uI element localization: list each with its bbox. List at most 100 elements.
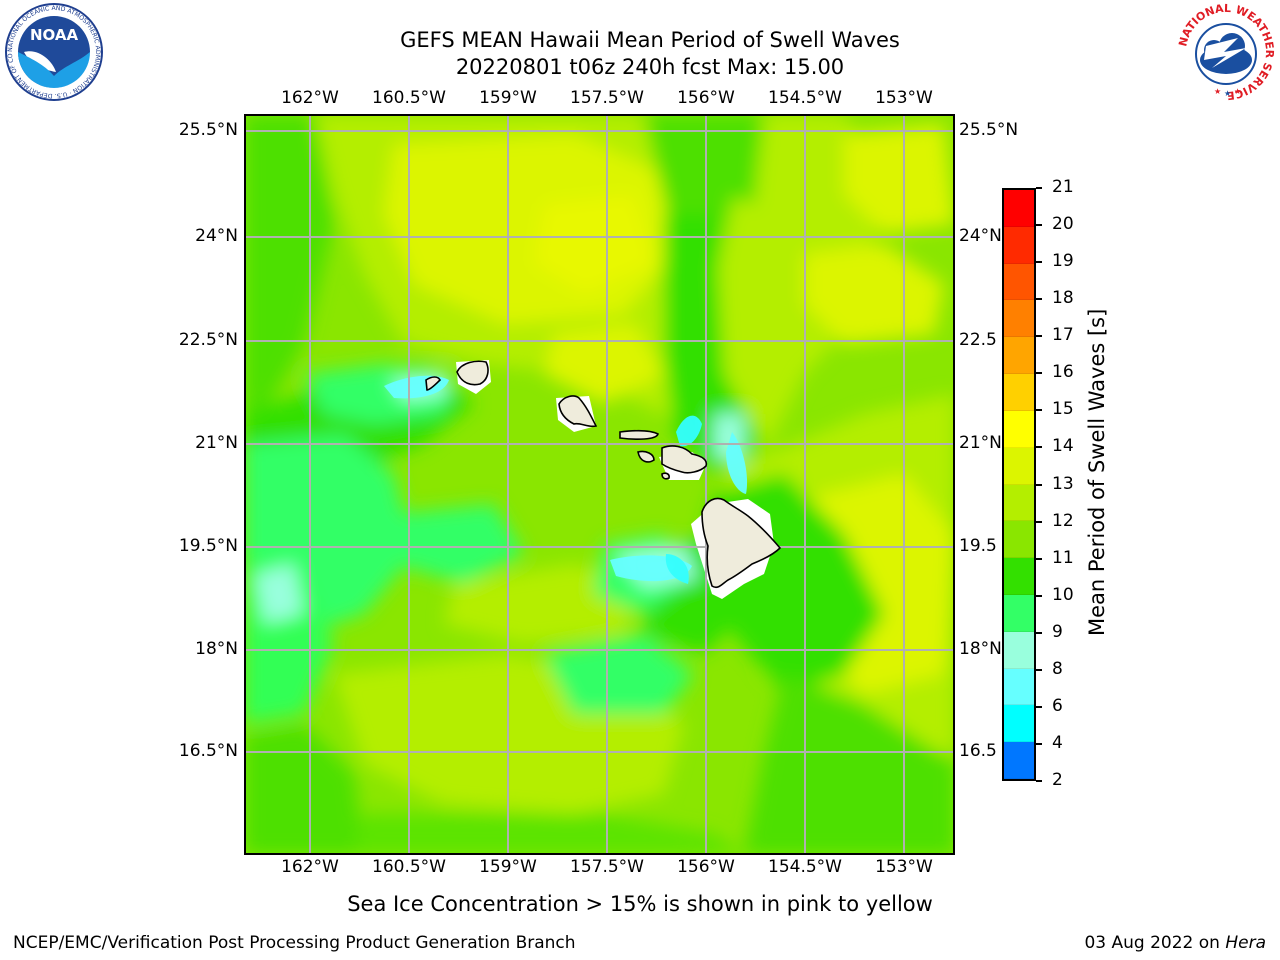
colorbar-tick-label-19: 19 <box>1052 251 1074 272</box>
lon-tick-bottom-162w: 162°W <box>281 857 339 877</box>
colorbar-bin-15-14 <box>1004 410 1034 448</box>
swell-period-field <box>244 114 955 855</box>
colorbar-tick-label-20: 20 <box>1052 214 1074 235</box>
colorbar-tick-mark-10 <box>1036 594 1042 597</box>
colorbar-tick-label-18: 18 <box>1052 288 1074 309</box>
lat-tick-left-16-5n: 16.5°N <box>178 741 238 761</box>
colorbar-tick-mark-15 <box>1036 409 1042 412</box>
colorbar-bin-12-11 <box>1004 521 1034 559</box>
colorbar-bin-8-6 <box>1004 668 1034 706</box>
lat-tick-left-21n: 21°N <box>195 433 238 453</box>
island-kahoolawe <box>661 472 670 480</box>
footer-host: Hera <box>1225 933 1266 953</box>
lat-tick-right-24n: 24°N <box>959 226 1002 246</box>
chart-title-line2: 20220801 t06z 240h fcst Max: 15.00 <box>455 55 845 79</box>
svg-text:★: ★ <box>1224 89 1231 98</box>
colorbar-tick-mark-19 <box>1036 261 1042 264</box>
footer-date-text: 03 Aug 2022 on <box>1084 933 1226 953</box>
noaa-logo-text: NOAA <box>30 26 79 44</box>
lat-tick-left-19-5n: 19.5°N <box>178 536 238 556</box>
lat-tick-right-21n: 21°N <box>959 433 1002 453</box>
colorbar-tick-label-17: 17 <box>1052 325 1074 346</box>
map-panel <box>244 114 955 855</box>
island-kauai <box>456 360 489 386</box>
lon-tick-bottom-157-5w: 157.5°W <box>570 857 644 877</box>
island-niihau <box>425 376 441 391</box>
island-molokai <box>619 429 659 440</box>
colorbar-bin-6-4 <box>1004 705 1034 743</box>
colorbar-tick-mark-20 <box>1036 224 1042 227</box>
colorbar-tick-label-4: 4 <box>1052 732 1063 753</box>
lat-tick-left-18n: 18°N <box>195 639 238 659</box>
colorbar-tick-label-16: 16 <box>1052 362 1074 383</box>
island-oahu <box>558 395 598 428</box>
chart-title-line1: GEFS MEAN Hawaii Mean Period of Swell Wa… <box>400 28 900 52</box>
colorbar-tick-label-2: 2 <box>1052 770 1063 790</box>
colorbar-tick-mark-21 <box>1036 187 1042 189</box>
lon-tick-bottom-153w: 153°W <box>875 857 933 877</box>
colorbar-bin-20-19 <box>1004 226 1034 264</box>
lon-tick-top-153w: 153°W <box>875 88 933 108</box>
lat-tick-right-22-5n: 22.5 <box>959 330 997 350</box>
colorbar-tick-mark-4 <box>1036 742 1042 745</box>
lon-tick-top-159w: 159°W <box>479 88 537 108</box>
lon-tick-bottom-154-5w: 154.5°W <box>768 857 842 877</box>
colorbar-tick-mark-2 <box>1036 780 1042 782</box>
colorbar-tick-mark-6 <box>1036 705 1042 708</box>
colorbar-bin-19-18 <box>1004 263 1034 301</box>
colorbar-bin-14-13 <box>1004 447 1034 485</box>
lat-tick-right-16-5n: 16.5 <box>959 741 997 761</box>
colorbar-tick-mark-14 <box>1036 446 1042 449</box>
sea-ice-caption: Sea Ice Concentration > 15% is shown in … <box>347 892 933 916</box>
colorbar-tick-label-14: 14 <box>1052 436 1074 457</box>
lat-tick-right-18n: 18°N <box>959 639 1002 659</box>
nws-logo: NATIONAL WEATHER SERVICE ★ ★ ★ <box>1176 2 1276 102</box>
lon-tick-top-154-5w: 154.5°W <box>768 88 842 108</box>
colorbar-tick-mark-13 <box>1036 483 1042 486</box>
colorbar-tick-label-8: 8 <box>1052 658 1063 679</box>
noaa-logo: NATIONAL OCEANIC AND ATMOSPHERIC ADMINIS… <box>4 2 104 102</box>
lon-tick-bottom-160-5w: 160.5°W <box>372 857 446 877</box>
colorbar-tick-mark-11 <box>1036 557 1042 560</box>
colorbar-tick-label-10: 10 <box>1052 584 1074 605</box>
lon-tick-top-157-5w: 157.5°W <box>570 88 644 108</box>
lon-tick-top-160-5w: 160.5°W <box>372 88 446 108</box>
lat-tick-right-25-5n: 25.5°N <box>959 120 1019 140</box>
island-hawaii <box>701 497 782 589</box>
lon-tick-top-162w: 162°W <box>281 88 339 108</box>
colorbar-tick-mark-8 <box>1036 668 1042 671</box>
colorbar-bin-18-17 <box>1004 300 1034 338</box>
footer-date: 03 Aug 2022 on Hera <box>1084 933 1266 953</box>
lat-tick-left-24n: 24°N <box>195 226 238 246</box>
lat-tick-right-19-5n: 19.5 <box>959 536 997 556</box>
colorbar-tick-label-21: 21 <box>1052 177 1074 197</box>
lat-tick-left-25-5n: 25.5°N <box>178 120 238 140</box>
map-frame <box>244 114 955 855</box>
lon-tick-top-156w: 156°W <box>677 88 735 108</box>
colorbar-bin-17-16 <box>1004 337 1034 375</box>
colorbar-bin-9-8 <box>1004 631 1034 669</box>
colorbar-tick-label-15: 15 <box>1052 399 1074 420</box>
colorbar-bin-4-2 <box>1004 742 1034 779</box>
colorbar-tick-label-13: 13 <box>1052 473 1074 494</box>
colorbar-tick-mark-9 <box>1036 631 1042 634</box>
colorbar-tick-label-11: 11 <box>1052 547 1074 568</box>
island-lanai <box>637 450 655 463</box>
lon-tick-bottom-159w: 159°W <box>479 857 537 877</box>
colorbar-tick-label-6: 6 <box>1052 695 1063 716</box>
svg-text:★: ★ <box>1214 87 1221 96</box>
island-maui <box>661 445 708 474</box>
svg-text:★: ★ <box>1234 87 1241 96</box>
colorbar-tick-mark-17 <box>1036 335 1042 338</box>
colorbar-tick-mark-16 <box>1036 372 1042 375</box>
colorbar-bin-10-9 <box>1004 594 1034 632</box>
colorbar-tick-label-9: 9 <box>1052 621 1063 642</box>
lon-tick-bottom-156w: 156°W <box>677 857 735 877</box>
colorbar-tick-mark-18 <box>1036 298 1042 301</box>
footer-branch: NCEP/EMC/Verification Post Processing Pr… <box>13 933 576 953</box>
colorbar-bin-16-15 <box>1004 374 1034 411</box>
map-gridlines <box>244 114 955 855</box>
hawaiian-islands <box>425 360 782 589</box>
lat-tick-left-22-5n: 22.5°N <box>178 330 238 350</box>
colorbar-bin-13-12 <box>1004 484 1034 522</box>
